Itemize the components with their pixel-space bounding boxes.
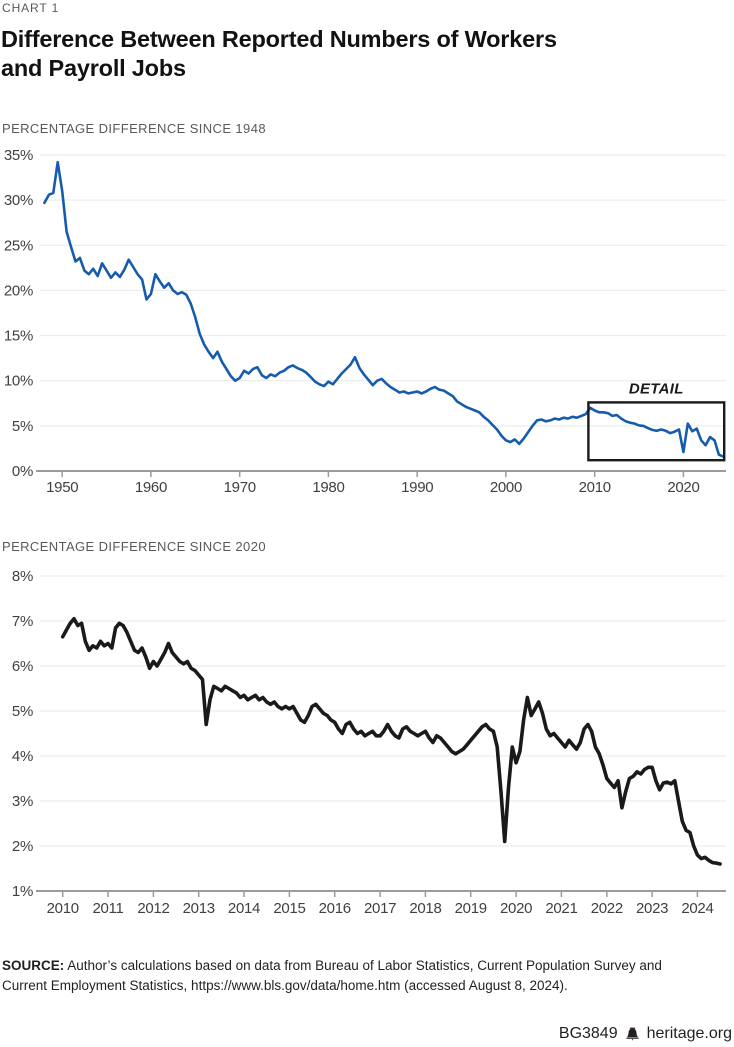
- x-axis-tick-label: 2018: [409, 900, 441, 917]
- liberty-bell-icon: [626, 1027, 639, 1041]
- y-axis-tick-label: 25%: [4, 237, 33, 254]
- x-axis-tick-label: 2024: [681, 900, 713, 917]
- footer-site: heritage.org: [646, 1025, 732, 1042]
- source-text-line-1: Author’s calculations based on data from…: [67, 958, 662, 973]
- x-axis-tick-label: 2020: [667, 479, 699, 496]
- x-axis-tick-label: 1970: [224, 479, 256, 496]
- x-axis-tick-label: 1980: [312, 479, 344, 496]
- x-axis-tick-label: 2014: [228, 900, 260, 917]
- since-2020-chart-subtitle: PERCENTAGE DIFFERENCE SINCE 2020: [2, 539, 266, 554]
- detail-annotation-label: DETAIL: [629, 380, 684, 397]
- since-1948-chart-subtitle: PERCENTAGE DIFFERENCE SINCE 1948: [2, 121, 266, 136]
- x-axis-tick-label: 2023: [636, 900, 668, 917]
- y-axis-tick-label: 20%: [4, 282, 33, 299]
- y-axis-tick-label: 5%: [12, 703, 33, 720]
- y-axis-tick-label: 6%: [12, 658, 33, 675]
- x-axis-tick-label: 2011: [92, 900, 123, 917]
- y-axis-tick-label: 3%: [12, 793, 33, 810]
- x-axis-tick-label: 1960: [135, 479, 167, 496]
- x-axis-tick-label: 1990: [401, 479, 433, 496]
- y-axis-tick-label: 15%: [4, 328, 33, 345]
- detail-annotation-box: [587, 401, 726, 462]
- y-axis-tick-label: 4%: [12, 748, 33, 765]
- x-axis-tick-label: 2020: [500, 900, 532, 917]
- x-axis-tick-label: 2022: [591, 900, 623, 917]
- y-axis-tick-label: 1%: [12, 883, 33, 900]
- y-axis-tick-label: 2%: [12, 838, 33, 855]
- x-axis-tick-label: 2010: [47, 900, 79, 917]
- x-axis-tick-label: 2013: [183, 900, 215, 917]
- y-axis-tick-label: 30%: [4, 192, 33, 209]
- x-axis-tick-label: 1950: [46, 479, 78, 496]
- chart-number-label: CHART 1: [2, 1, 60, 15]
- report-id: BG3849: [558, 1025, 618, 1042]
- y-axis-tick-label: 5%: [12, 418, 33, 435]
- since-1948-line-chart: 0% 5% 10% 15% 20% 25% 30% 35% 1950 1960 1970 1980 19…: [4, 147, 726, 496]
- source-note: SOURCE: Author’s calculations based on d…: [2, 956, 718, 995]
- y-axis-tick-label: 0%: [12, 463, 33, 480]
- source-text-line-2: Current Employment Statistics, https://w…: [2, 977, 568, 993]
- x-axis-tick-label: 2012: [137, 900, 169, 917]
- source-label: SOURCE:: [2, 958, 65, 973]
- x-axis-tick-label: 2019: [455, 900, 487, 917]
- x-axis-tick-label: 2000: [490, 479, 522, 496]
- y-axis-tick-label: 8%: [12, 568, 33, 585]
- y-axis-tick-label: 35%: [4, 147, 33, 164]
- x-axis-tick-label: 2016: [319, 900, 351, 917]
- page-title-line-1: Difference Between Reported Numbers of W…: [1, 26, 557, 52]
- footer: BG3849 heritage.org: [559, 1025, 732, 1043]
- since-2020-line-chart: 1% 2% 3% 4% 5% 6% 7% 8% 2010 2011 2012 2013 2014 2015…: [12, 568, 726, 917]
- y-axis-tick-label: 10%: [4, 373, 33, 390]
- data-line: [43, 160, 725, 458]
- data-line: [60, 617, 722, 866]
- x-axis-tick-label: 2010: [579, 479, 611, 496]
- page-title-line-2: and Payroll Jobs: [1, 55, 186, 81]
- page-title: Difference Between Reported Numbers of W…: [1, 25, 557, 83]
- x-axis-tick-label: 2015: [273, 900, 305, 917]
- x-axis-tick-label: 2017: [364, 900, 396, 917]
- x-axis-tick-label: 2021: [545, 900, 577, 917]
- y-axis-tick-label: 7%: [12, 613, 33, 630]
